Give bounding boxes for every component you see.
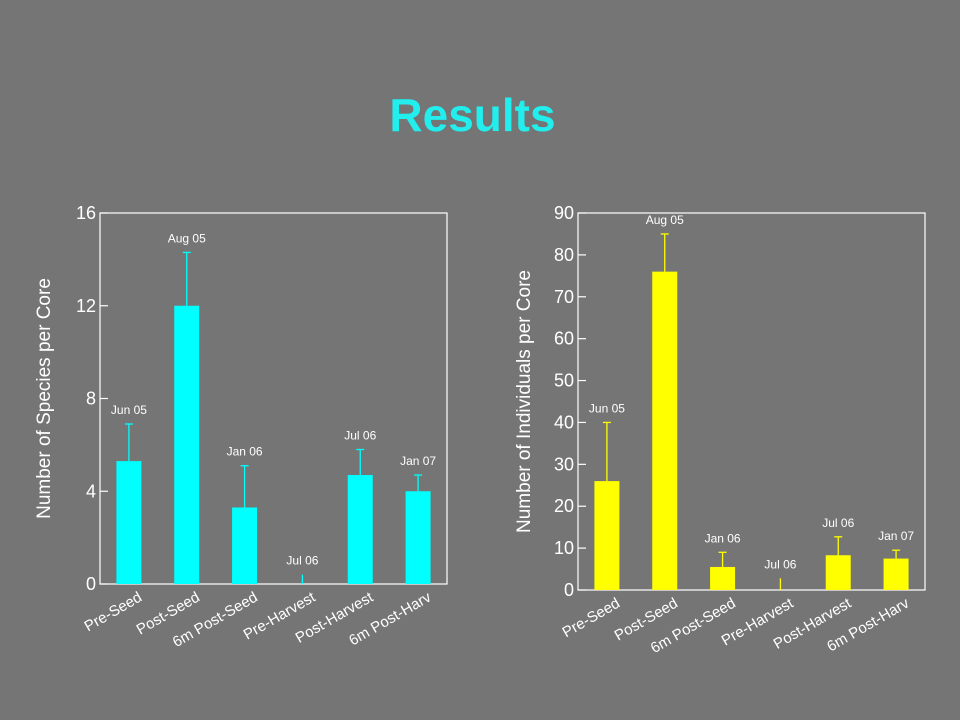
y-tick-label: 4	[86, 481, 96, 501]
date-label: Jun 05	[111, 403, 147, 417]
bar	[347, 475, 373, 584]
plot-frame	[99, 212, 448, 585]
date-label: Jan 07	[400, 454, 436, 468]
slide-title: Results	[389, 89, 556, 141]
bar	[116, 461, 142, 584]
bar	[174, 305, 200, 584]
y-tick-label: 16	[76, 203, 96, 223]
date-label: Aug 05	[168, 231, 206, 245]
y-axis-title: Number of Species per Core	[34, 278, 55, 519]
date-label: Jan 06	[227, 445, 263, 459]
bar	[405, 491, 431, 584]
y-tick-label: 12	[76, 296, 96, 316]
y-tick-label: 8	[86, 389, 96, 409]
date-label: Jul 06	[286, 554, 318, 568]
bar	[232, 507, 258, 584]
y-tick-label: 0	[86, 574, 96, 594]
date-label: Jul 06	[344, 429, 376, 443]
